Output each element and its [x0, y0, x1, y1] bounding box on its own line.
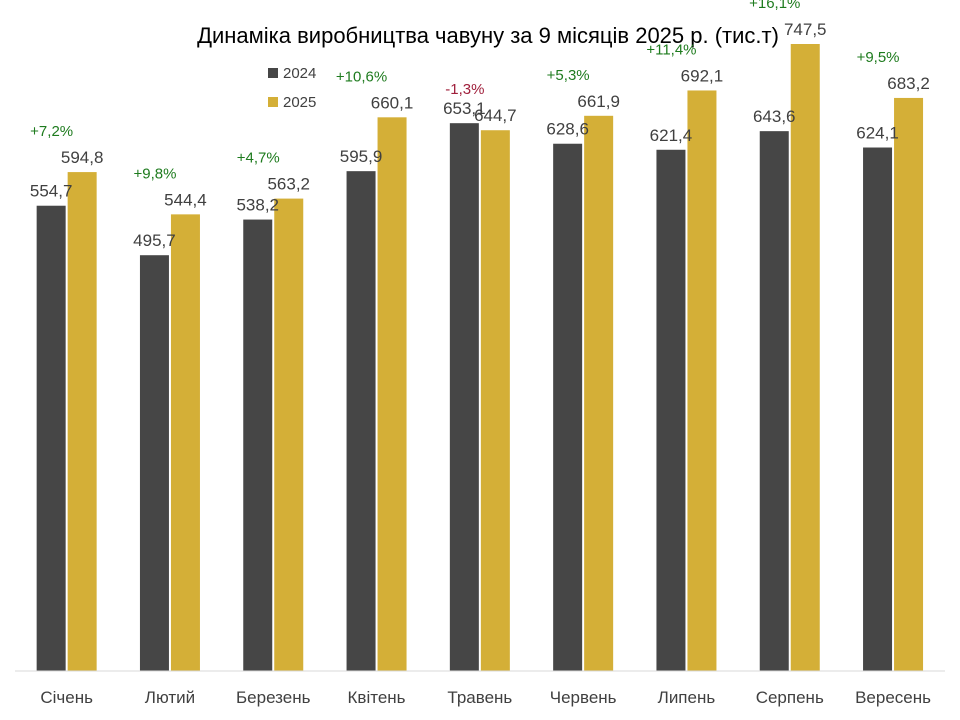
data-label-2024: 653,1 — [443, 99, 486, 118]
bar-2024 — [346, 171, 376, 671]
data-label-2024: 628,6 — [546, 120, 589, 139]
bar-2025 — [790, 44, 820, 671]
category-label: Квітень — [348, 688, 406, 707]
bar-2024 — [553, 143, 583, 671]
data-label-2025: 683,2 — [887, 74, 930, 93]
category-label: Березень — [236, 688, 311, 707]
bar-2025 — [170, 214, 200, 671]
bar-2025 — [687, 90, 717, 671]
change-label: +9,8% — [133, 165, 176, 182]
bar-2024 — [449, 123, 479, 671]
category-label: Вересень — [855, 688, 931, 707]
bars-group — [36, 44, 924, 672]
data-label-2024: 643,6 — [753, 107, 796, 126]
bar-2024 — [656, 149, 686, 672]
bar-2025 — [67, 172, 97, 671]
bar-2024 — [759, 131, 789, 672]
bar-2024 — [863, 147, 893, 671]
category-label: Серпень — [756, 688, 824, 707]
data-label-2025: 644,7 — [474, 106, 517, 125]
category-label: Лютий — [145, 688, 195, 707]
legend-swatch-2025 — [268, 97, 278, 107]
change-label: -1,3% — [445, 81, 484, 98]
legend: 2024 2025 — [268, 65, 316, 111]
change-label: +9,5% — [857, 49, 900, 66]
change-label: +16,1% — [749, 0, 800, 12]
category-label: Липень — [658, 688, 716, 707]
category-label: Червень — [550, 688, 617, 707]
labels-group: 554,7 594,8 +7,2% Січень 495,7 544,4 +9,8% Люти… — [30, 0, 931, 707]
data-label-2024: 554,7 — [30, 182, 73, 201]
legend-label-2024: 2024 — [283, 65, 316, 82]
change-label: +5,3% — [547, 67, 590, 84]
bar-2025 — [584, 115, 614, 672]
change-label: +10,6% — [336, 68, 387, 85]
bar-2024 — [139, 255, 169, 671]
data-label-2024: 495,7 — [133, 231, 176, 250]
change-label: +7,2% — [30, 123, 73, 140]
data-label-2025: 747,5 — [784, 20, 827, 39]
data-label-2025: 661,9 — [577, 92, 620, 111]
legend-swatch-2024 — [268, 68, 278, 78]
bar-2024 — [243, 219, 273, 671]
data-label-2024: 595,9 — [340, 147, 383, 166]
data-label-2025: 594,8 — [61, 148, 104, 167]
legend-label-2025: 2025 — [283, 94, 316, 111]
bar-2025 — [274, 198, 304, 672]
data-label-2024: 624,1 — [856, 124, 899, 143]
change-label: +4,7% — [237, 150, 280, 167]
data-label-2024: 621,4 — [650, 126, 693, 145]
category-label: Січень — [40, 688, 93, 707]
chart-title: Динаміка виробництва чавуну за 9 місяців… — [197, 23, 779, 48]
change-label: +11,4% — [646, 41, 696, 58]
data-label-2025: 563,2 — [267, 175, 310, 194]
bar-2025 — [480, 130, 510, 672]
data-label-2025: 544,4 — [164, 190, 207, 209]
data-label-2025: 692,1 — [681, 66, 724, 85]
data-label-2025: 660,1 — [371, 93, 414, 112]
bar-2025 — [894, 97, 924, 672]
category-label: Травень — [447, 688, 512, 707]
bar-2025 — [377, 117, 407, 671]
data-label-2024: 538,2 — [236, 196, 279, 215]
bar-2024 — [36, 205, 66, 672]
